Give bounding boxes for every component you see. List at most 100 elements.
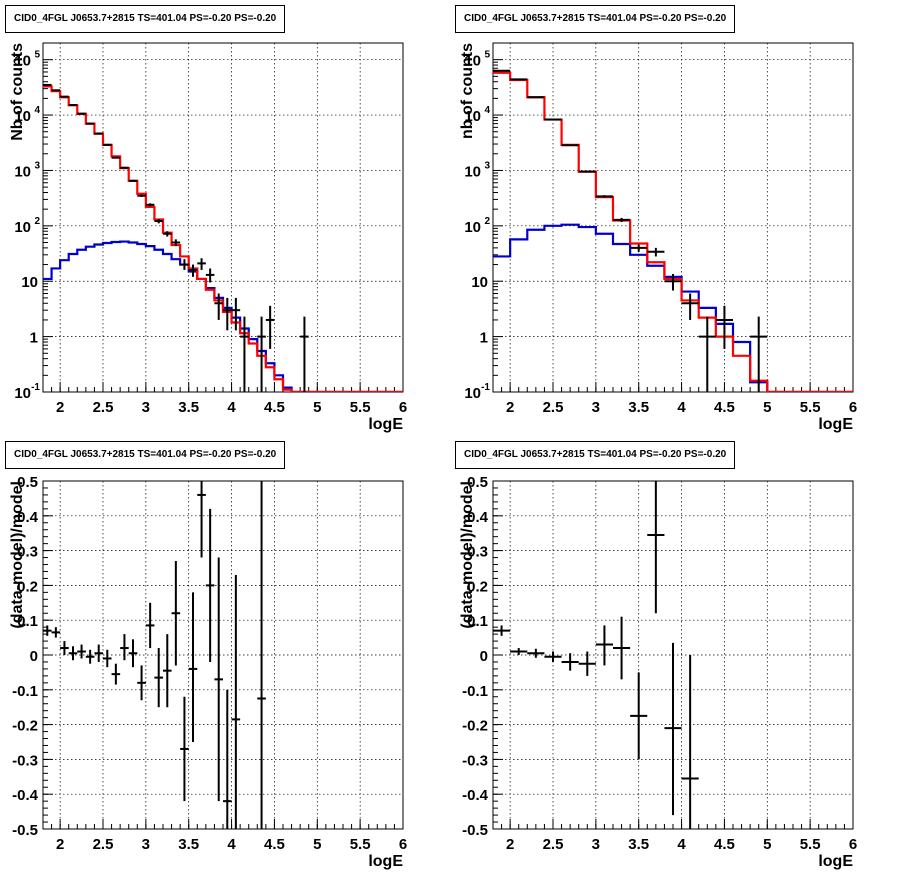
plot-title: CID0_4FGL J0653.7+2815 TS=401.04 PS=-0.2…	[455, 5, 736, 33]
data-point	[231, 297, 241, 331]
data-point	[111, 156, 121, 159]
y-tick-exponent: 2	[484, 216, 490, 227]
data-point	[163, 634, 172, 708]
y-tick-label: -0.5	[462, 822, 488, 839]
data-point	[561, 144, 579, 147]
y-tick-label: 0.2	[467, 578, 488, 595]
data-point	[145, 203, 155, 207]
x-tick-label: 2	[506, 836, 514, 853]
x-tick-label: 3.5	[178, 836, 199, 853]
y-tick-label: 0	[480, 648, 488, 665]
x-tick-label: 6	[399, 836, 407, 853]
data-point	[613, 616, 631, 680]
model-histogram-line	[43, 240, 403, 392]
data-point	[51, 89, 61, 92]
x-tick-label: 3	[592, 399, 600, 416]
data-point	[137, 194, 146, 197]
y-axis-label: (data-model)/model	[459, 481, 476, 629]
data-point	[128, 639, 138, 668]
y-tick-label: 0.2	[17, 578, 38, 595]
data-point	[715, 305, 733, 349]
data-point	[77, 644, 86, 659]
y-tick-label: 10	[464, 163, 481, 180]
y-tick-label: -0.2	[12, 718, 38, 735]
y-tick-label: 0.3	[17, 544, 38, 561]
y-tick-label: 10	[14, 385, 31, 402]
plot-frame	[42, 480, 404, 830]
plot-title: CID0_4FGL J0653.7+2815 TS=401.04 PS=-0.2…	[5, 441, 286, 469]
data-point	[103, 143, 112, 146]
data-point	[111, 663, 121, 685]
x-tick-label: 5	[763, 399, 771, 416]
x-tick-label: 2	[56, 399, 64, 416]
data-point	[630, 672, 648, 760]
x-tick-label: 4	[227, 399, 236, 416]
x-tick-label: 4.5	[264, 399, 285, 416]
data-point	[197, 258, 206, 270]
x-tick-label: 3.5	[628, 836, 649, 853]
y-tick-label: -0.4	[462, 787, 489, 804]
y-tick-exponent: -1	[481, 382, 490, 393]
data-point	[544, 651, 562, 662]
x-tick-label: 5.5	[800, 399, 821, 416]
y-tick-label: 10	[464, 385, 481, 402]
y-tick-label: 1	[480, 330, 488, 347]
data-point	[68, 646, 78, 661]
x-tick-label: 5.5	[350, 836, 371, 853]
y-tick-label: -0.5	[12, 822, 38, 839]
data-point	[120, 166, 129, 169]
y-tick-label: 10	[464, 53, 481, 70]
plot-frame	[492, 42, 854, 393]
y-tick-label: -0.4	[12, 787, 39, 804]
y-tick-label: 10	[14, 53, 31, 70]
data-point	[60, 95, 69, 98]
x-axis-label: logE	[818, 416, 853, 433]
y-tick-label: 0	[30, 648, 38, 665]
data-point	[145, 602, 155, 649]
y-tick-label: -0.1	[462, 683, 488, 700]
y-tick-label: -0.3	[462, 752, 488, 769]
x-tick-label: 4	[227, 836, 236, 853]
y-tick-label: 0.5	[17, 474, 38, 491]
plot-frame	[42, 42, 404, 393]
y-tick-label: 0.3	[467, 544, 488, 561]
y-tick-exponent: 2	[34, 216, 40, 227]
data-point	[578, 651, 596, 676]
x-tick-label: 6	[849, 836, 857, 853]
data-point	[197, 481, 206, 558]
data-point	[578, 170, 596, 173]
data-point	[664, 642, 682, 816]
data-point	[171, 561, 181, 666]
x-axis-label: logE	[818, 853, 853, 870]
data-point	[180, 696, 189, 802]
x-tick-label: 5.5	[800, 836, 821, 853]
x-tick-label: 3	[142, 836, 150, 853]
data-layer	[43, 83, 403, 392]
data-point	[240, 316, 249, 392]
x-tick-label: 6	[849, 399, 857, 416]
data-point	[698, 316, 716, 392]
data-point	[205, 508, 215, 662]
y-tick-exponent: 4	[34, 105, 40, 116]
data-point	[630, 244, 648, 252]
x-tick-label: 3.5	[178, 399, 199, 416]
x-tick-label: 2.5	[543, 399, 564, 416]
y-tick-exponent: 4	[484, 105, 490, 116]
y-tick-label: 1	[30, 330, 38, 347]
data-point	[188, 264, 198, 277]
y-tick-label: 10	[471, 274, 488, 291]
data-point	[681, 655, 699, 829]
plot-title: CID0_4FGL J0653.7+2815 TS=401.04 PS=-0.2…	[5, 5, 286, 33]
data-point	[205, 268, 215, 283]
data-point	[77, 112, 86, 115]
y-tick-label: 0.4	[17, 509, 39, 526]
data-point	[510, 648, 528, 655]
plot-frame	[492, 480, 854, 830]
y-tick-label: 0.1	[17, 613, 38, 630]
x-tick-label: 3	[592, 836, 600, 853]
x-tick-label: 6	[399, 399, 407, 416]
x-tick-label: 4.5	[714, 399, 735, 416]
data-point	[257, 481, 266, 829]
